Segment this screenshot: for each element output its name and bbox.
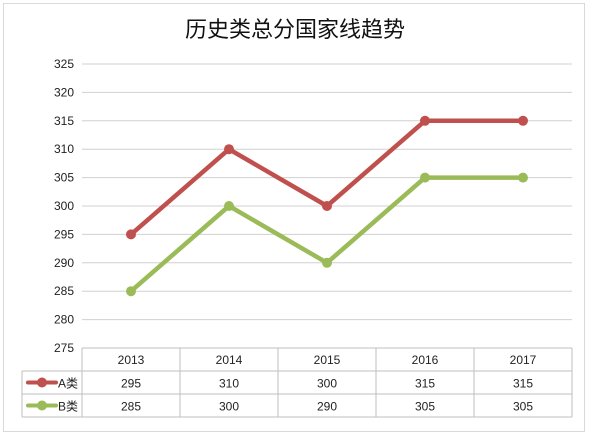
x-tick-label: 2015 [314,353,341,367]
legend-label: A类 [58,377,78,391]
chart-title: 历史类总分国家线趋势 [184,18,405,43]
legend-marker [37,400,47,411]
x-tick-label: 2017 [510,353,537,367]
y-tick-label: 290 [54,256,74,270]
data-label: 285 [121,400,141,414]
data-point [322,257,332,268]
x-tick-label: 2014 [216,353,243,367]
data-point [420,172,430,183]
y-tick-label: 315 [54,114,74,128]
data-point [518,172,528,183]
y-axis-ticks: 275 280 285 290 295 300 305 310 315 320 325 [54,57,74,355]
y-tick-label: 280 [54,313,74,327]
data-label: 305 [513,400,533,414]
data-point [518,115,528,126]
data-label: 315 [415,377,435,391]
x-tick-label: 2016 [412,353,439,367]
data-label: 300 [317,377,337,391]
data-point [420,115,430,126]
data-point [224,201,234,211]
y-tick-label: 325 [54,57,74,71]
y-tick-label: 285 [54,284,74,298]
chart-frame [3,3,585,432]
data-point [126,286,136,297]
y-tick-label: 310 [54,142,74,156]
data-table: 2013 2014 2015 2016 2017 A类 295 310 300 315 315 B类 2… [21,347,573,418]
legend-marker [37,377,47,388]
x-tick-label: 2013 [118,353,145,367]
series-lines [126,115,528,297]
y-tick-label: 300 [54,199,74,213]
data-label: 300 [219,400,239,414]
data-label: 315 [513,377,533,391]
y-tick-label: 295 [54,227,74,241]
data-point [322,201,332,211]
data-label: 310 [219,377,239,391]
y-tick-label: 305 [54,171,74,185]
legend-label: B类 [58,400,78,414]
data-point [224,144,234,155]
data-point [126,229,136,240]
data-label: 290 [317,400,337,414]
data-label: 305 [415,400,435,414]
data-label: 295 [121,377,141,391]
y-tick-label: 275 [54,341,74,355]
y-tick-label: 320 [54,85,74,99]
